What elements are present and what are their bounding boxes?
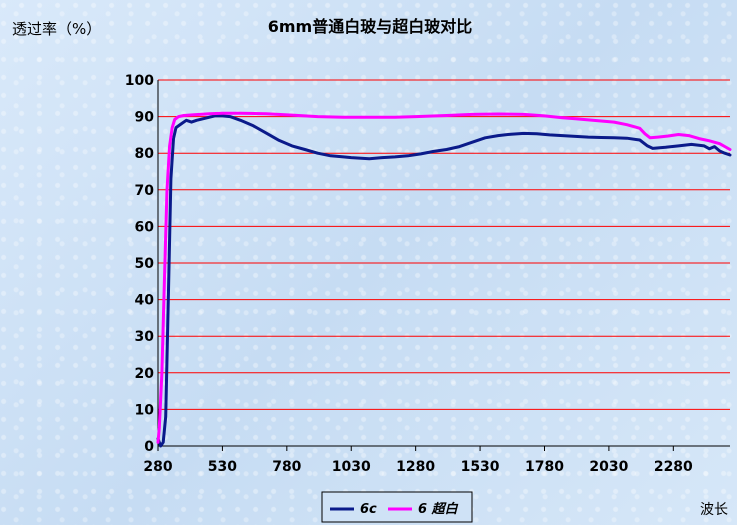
y-tick-label: 100 xyxy=(125,73,154,89)
y-tick-label: 10 xyxy=(135,402,155,418)
y-tick-label: 70 xyxy=(135,183,155,199)
y-tick-label: 90 xyxy=(135,110,155,126)
y-tick-labels: 0 10 20 30 40 50 60 70 80 90 100 xyxy=(125,73,154,455)
y-tick-label: 80 xyxy=(135,146,155,162)
y-tick-label: 0 xyxy=(144,439,154,455)
legend-label-6-chaobai: 6 超白 xyxy=(418,501,459,517)
x-tick-label: 1030 xyxy=(332,459,371,475)
legend-label-6c: 6c xyxy=(360,502,377,517)
y-tick-label: 20 xyxy=(135,366,155,382)
x-tick-label: 530 xyxy=(208,459,237,475)
x-tick-labels: 280 530 780 1030 1280 1530 1780 2030 2280 xyxy=(143,446,693,475)
y-tick-label: 30 xyxy=(135,329,155,345)
y-tick-label: 50 xyxy=(135,256,155,272)
series-lines xyxy=(156,111,732,448)
series-line-6-chaobai xyxy=(156,111,732,444)
x-tick-label: 2030 xyxy=(589,459,628,475)
y-axis-label: 透过率（%） xyxy=(12,20,101,38)
x-tick-label: 1780 xyxy=(525,459,564,475)
chart-title: 6mm普通白玻与超白玻对比 xyxy=(268,17,472,36)
x-tick-label: 780 xyxy=(272,459,301,475)
y-tick-label: 60 xyxy=(135,219,155,235)
x-tick-label: 280 xyxy=(143,459,172,475)
x-axis-label: 波长 xyxy=(700,502,728,518)
gridlines xyxy=(158,79,730,410)
x-tick-label: 2280 xyxy=(654,459,693,475)
x-tick-label: 1530 xyxy=(461,459,500,475)
x-tick-label: 1280 xyxy=(396,459,435,475)
legend: 6c 6 超白 xyxy=(321,491,473,523)
legend-box xyxy=(321,491,473,523)
axes xyxy=(157,80,730,447)
series-line-6c xyxy=(156,114,732,448)
y-tick-label: 40 xyxy=(135,293,155,309)
